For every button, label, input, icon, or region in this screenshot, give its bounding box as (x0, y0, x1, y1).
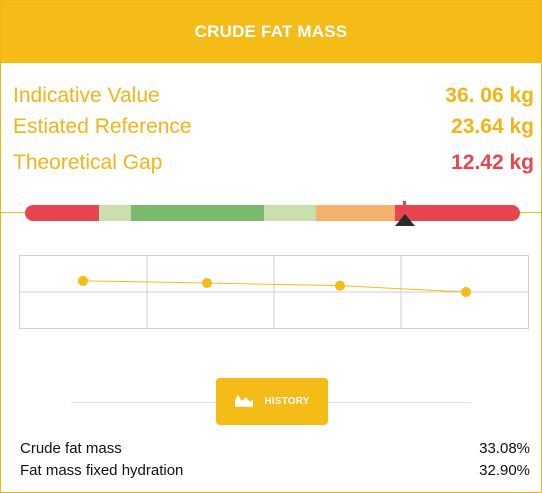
card-title: CRUDE FAT MASS (194, 22, 348, 41)
chart-point (335, 280, 345, 291)
range-segment (25, 205, 99, 221)
stat-value: 32.90% (479, 461, 530, 479)
scale-pointer-stem (403, 201, 407, 221)
stat-label: Crude fat mass (20, 439, 122, 457)
range-segment (316, 205, 395, 221)
stat-label: Fat mass fixed hydration (20, 461, 184, 479)
range-segment (131, 205, 264, 221)
chart-series-line (82, 280, 467, 293)
stat-value: 33.08% (479, 439, 530, 457)
scale-pointer-icon (394, 214, 415, 226)
indicative-value-label: Indicative Value (13, 84, 160, 107)
card-header: CRUDE FAT MASS (1, 1, 541, 63)
metric-gap-row: Theoretical Gap 12.42 kg (13, 148, 534, 178)
metric-indicative-row: Indicative Value 36. 06 kg (13, 81, 534, 111)
chart-point (78, 275, 88, 286)
gap-value: 12.42 kg (451, 151, 534, 174)
reference-value-label: Estiated Reference (13, 115, 192, 138)
range-bar (25, 205, 520, 221)
history-line-chart (19, 255, 529, 329)
history-button[interactable]: HISTORY (216, 378, 328, 425)
indicative-value: 36. 06 kg (445, 84, 534, 107)
stat-row: Fat mass fixed hydration 32.90% (20, 460, 530, 480)
range-segment (395, 205, 520, 221)
range-segment (99, 205, 131, 221)
history-label: HISTORY (264, 396, 310, 407)
metric-reference-row: Estiated Reference 23.64 kg (13, 112, 534, 142)
reference-value: 23.64 kg (451, 115, 534, 138)
range-scale (1, 201, 541, 226)
gap-label: Theoretical Gap (13, 151, 163, 174)
area-chart-icon (234, 391, 254, 412)
range-segment (264, 205, 316, 221)
chart-point (202, 278, 212, 289)
stat-row: Crude fat mass 33.08% (20, 438, 530, 458)
chart-point (461, 287, 471, 297)
